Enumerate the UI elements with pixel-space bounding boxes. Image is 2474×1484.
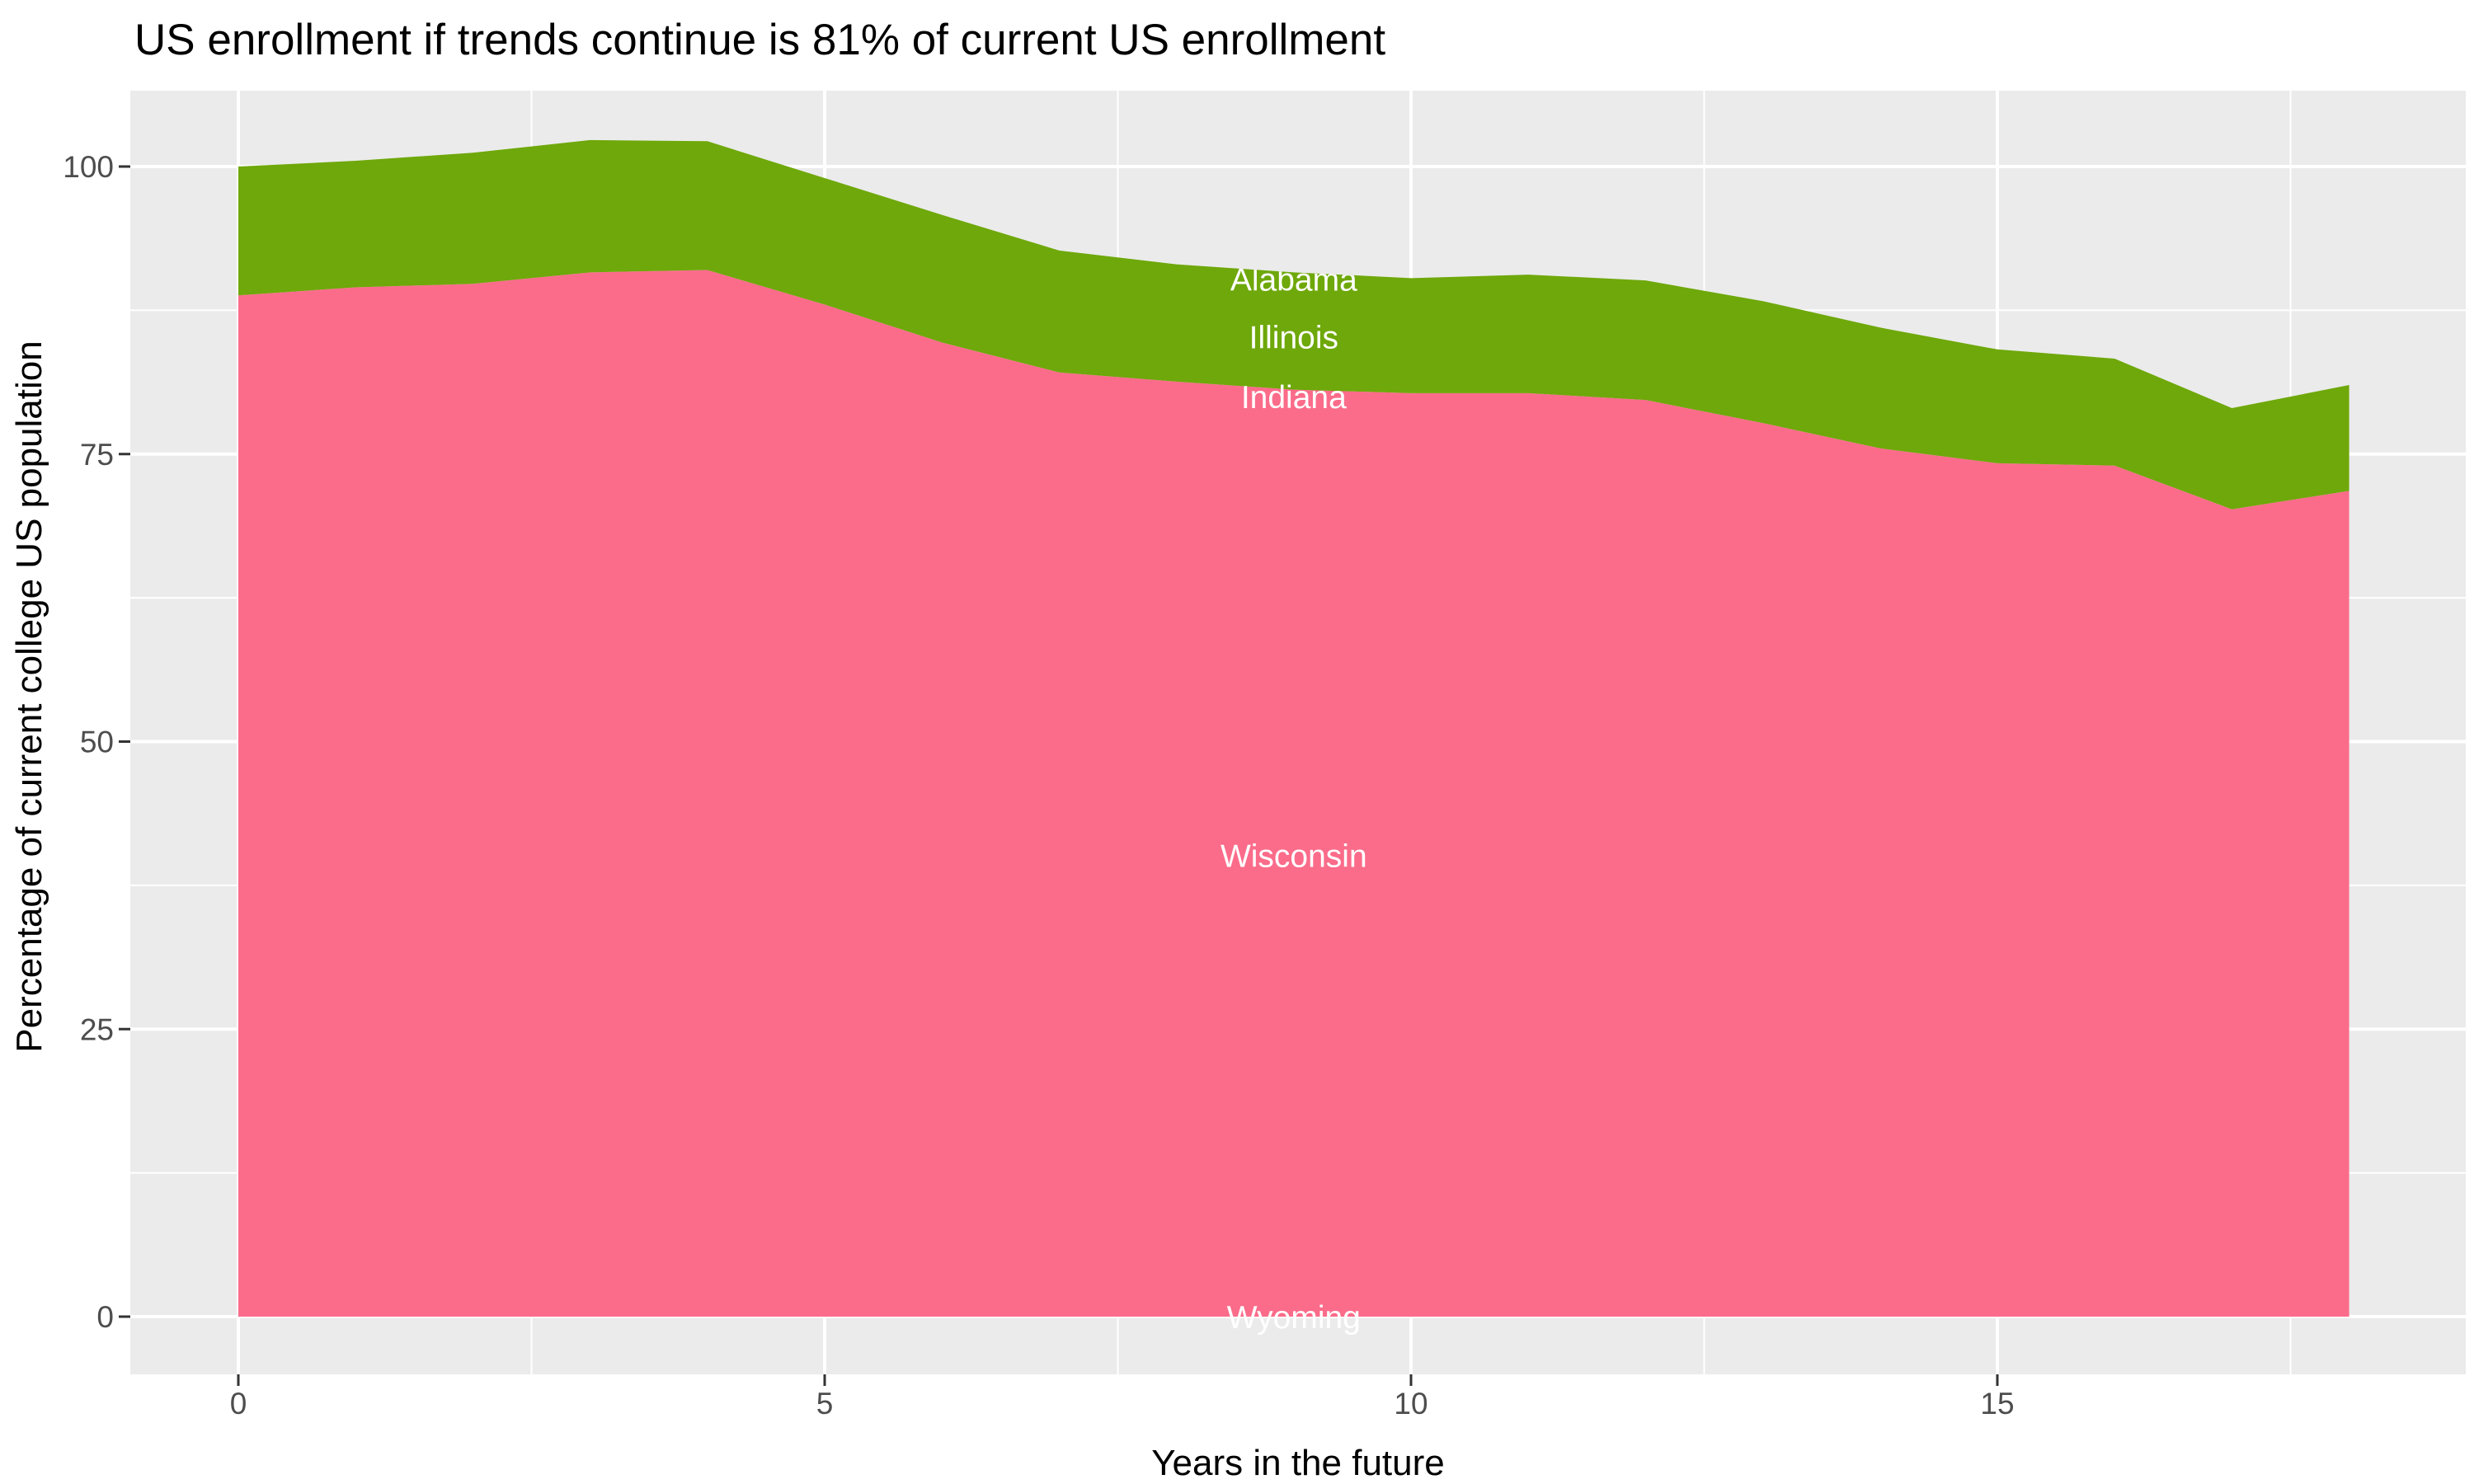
x-tick-label: 0 — [230, 1387, 247, 1421]
state-label-indiana: Indiana — [1241, 380, 1347, 416]
x-tick-label: 10 — [1394, 1387, 1427, 1421]
stacked-areas — [238, 139, 2349, 1317]
y-axis-title: Percentage of current college US populat… — [9, 340, 49, 1052]
x-tick-label: 15 — [1980, 1387, 2014, 1421]
state-label-wisconsin: Wisconsin — [1221, 839, 1367, 875]
y-tick-label: 0 — [96, 1300, 114, 1334]
y-tick-label: 75 — [80, 438, 114, 472]
x-tick-label: 5 — [816, 1387, 834, 1421]
axis-tick-labels: 0 5 10 15 0 25 50 75 100 — [63, 150, 2014, 1421]
y-tick-label: 25 — [80, 1012, 114, 1046]
x-axis-title: Years in the future — [1151, 1443, 1445, 1483]
axis-tick-marks — [119, 165, 1999, 1386]
y-tick-label: 50 — [80, 726, 114, 759]
state-labels-lower: Wisconsin Wyoming — [1221, 839, 1367, 1336]
area-pink-band — [238, 270, 2349, 1317]
y-tick-label: 100 — [63, 150, 114, 184]
state-label-wyoming: Wyoming — [1227, 1300, 1361, 1336]
state-label-illinois: Illinois — [1249, 320, 1338, 355]
chart-title: US enrollment if trends continue is 81% … — [134, 16, 1386, 64]
area-green-band — [238, 139, 2349, 510]
